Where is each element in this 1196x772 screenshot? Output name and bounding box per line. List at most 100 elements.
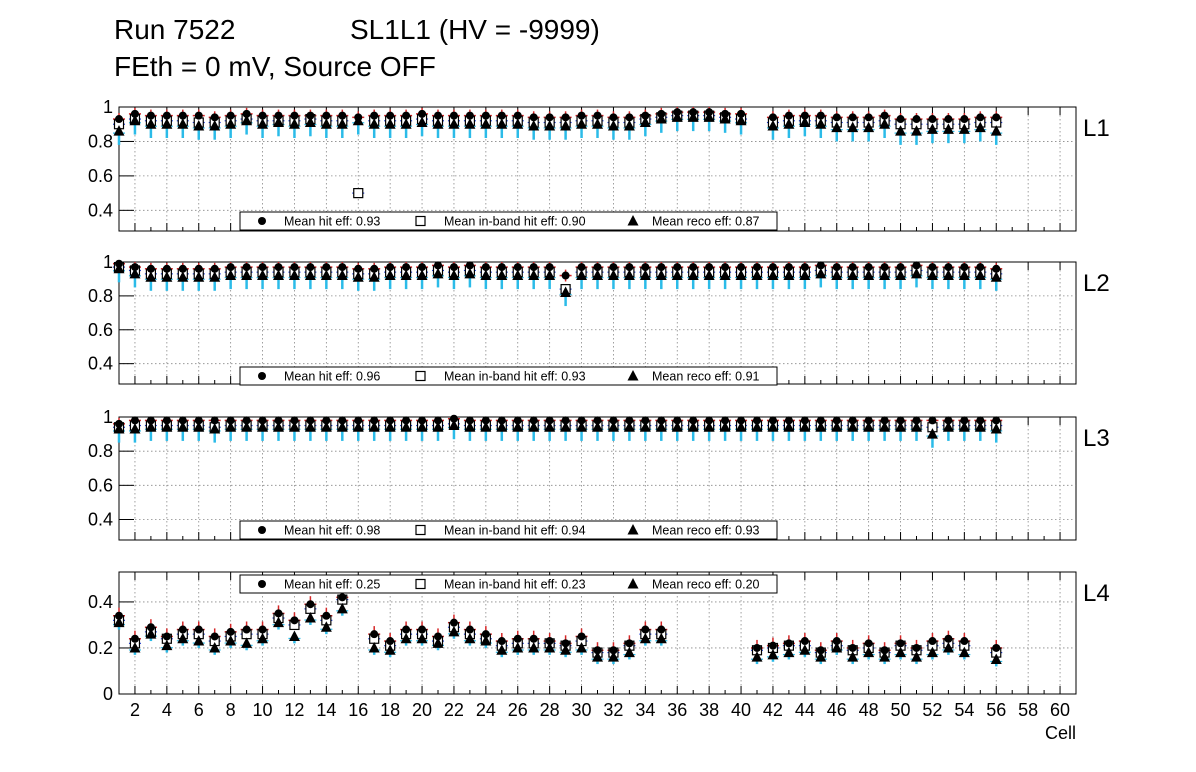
- hit-eff-marker: [545, 263, 554, 272]
- x-tick-label: 4: [162, 700, 172, 720]
- reco-eff-marker: [528, 119, 540, 131]
- reco-eff-marker: [161, 271, 173, 282]
- hit-eff-marker: [146, 111, 155, 120]
- hit-eff-marker: [513, 634, 522, 643]
- x-tick-label: 26: [508, 700, 528, 720]
- x-tick-label: 28: [540, 700, 560, 720]
- legend-inband-label: Mean in-band hit eff: 0.94: [444, 524, 586, 538]
- hit-eff-marker: [465, 261, 474, 270]
- reco-eff-marker: [209, 271, 221, 282]
- hit-eff-marker: [800, 111, 809, 120]
- legend-hit-label: Mean hit eff: 0.25: [284, 578, 380, 592]
- legend-inband-marker: [415, 370, 426, 382]
- legend-hit-label: Mean hit eff: 0.93: [284, 215, 380, 229]
- reco-eff-marker: [911, 125, 922, 136]
- hit-eff-marker: [434, 416, 442, 425]
- hit-eff-marker: [545, 637, 554, 646]
- hit-eff-marker: [577, 263, 586, 272]
- hit-eff-marker: [130, 109, 139, 118]
- hit-eff-marker: [848, 643, 857, 652]
- x-tick-label: 36: [667, 700, 687, 720]
- reco-eff-marker: [193, 421, 205, 432]
- hit-eff-marker: [178, 111, 187, 120]
- hit-eff-marker: [976, 263, 985, 272]
- reco-eff-marker: [879, 651, 891, 662]
- y-tick-label: 0.8: [88, 441, 113, 461]
- reco-eff-marker: [831, 421, 843, 432]
- hit-eff-marker: [657, 416, 666, 425]
- reco-eff-marker: [751, 651, 763, 662]
- reco-eff-marker: [384, 644, 396, 655]
- hit-eff-marker: [338, 263, 347, 272]
- panel-l2: 0.4 0.6 0.8 1 L2 Mean hit eff: 0.96 Mean in-ba…: [88, 252, 1110, 386]
- reco-eff-marker: [767, 269, 779, 281]
- hit-eff-marker: [322, 416, 331, 425]
- x-tick-label: 46: [827, 700, 847, 720]
- x-tick-label: 16: [348, 700, 368, 720]
- x-axis-label: Cell: [1045, 723, 1076, 743]
- hit-eff-marker: [657, 263, 666, 272]
- hit-eff-marker: [418, 109, 427, 118]
- y-tick-label: 0.8: [88, 131, 113, 151]
- reco-eff-marker: [592, 421, 603, 432]
- hit-eff-marker: [625, 416, 634, 425]
- hit-eff-marker: [896, 263, 905, 272]
- hit-eff-marker: [338, 416, 347, 425]
- hit-eff-marker: [338, 593, 347, 602]
- hit-eff-marker: [705, 416, 714, 425]
- y-tick-label: 1: [103, 97, 113, 117]
- hit-eff-marker: [561, 113, 570, 122]
- reco-eff-marker: [544, 269, 556, 281]
- reco-eff-marker: [368, 641, 380, 653]
- hit-eff-marker: [258, 263, 267, 272]
- y-tick-label: 0.8: [88, 286, 113, 306]
- hit-eff-marker: [242, 625, 251, 634]
- legend-box: [239, 211, 778, 231]
- hit-eff-marker: [625, 113, 634, 122]
- reco-eff-marker: [895, 125, 907, 136]
- panel-l3: 0.4 0.6 0.8 1 L3 Mean hit eff: 0.98 Mean in-ba…: [88, 407, 1110, 541]
- reco-eff-marker: [767, 119, 779, 131]
- x-tick-label: 20: [412, 700, 432, 720]
- hit-eff-marker: [274, 609, 283, 618]
- hit-eff-marker: [242, 416, 251, 425]
- reco-eff-marker: [177, 632, 189, 644]
- hit-eff-marker: [992, 113, 1001, 122]
- reco-eff-marker: [655, 113, 667, 124]
- hit-eff-marker: [848, 263, 857, 272]
- reco-eff-marker: [512, 641, 524, 653]
- reco-eff-marker: [464, 267, 476, 279]
- reco-eff-marker: [512, 269, 524, 281]
- hit-eff-marker: [194, 416, 203, 425]
- x-tick-label: 24: [476, 700, 496, 720]
- hit-eff-marker: [418, 263, 427, 272]
- reco-eff-marker: [384, 421, 396, 432]
- reco-eff-marker: [958, 269, 970, 281]
- reco-eff-marker: [384, 269, 396, 281]
- reco-eff-marker: [432, 118, 444, 129]
- reco-eff-marker: [815, 421, 827, 432]
- hit-eff-marker: [449, 414, 458, 423]
- hit-eff-marker: [434, 261, 442, 270]
- hit-eff-marker: [561, 271, 570, 280]
- reco-eff-marker: [145, 271, 157, 282]
- hit-eff-marker: [753, 643, 761, 652]
- hit-eff-marker: [434, 632, 442, 641]
- hit-eff-marker: [402, 263, 411, 272]
- reco-eff-marker: [735, 269, 747, 281]
- hit-eff-marker: [545, 113, 554, 122]
- hit-eff-marker: [657, 625, 666, 634]
- reco-eff-marker: [257, 269, 269, 281]
- y-tick-label: 1: [103, 407, 113, 427]
- reco-eff-marker: [400, 632, 412, 644]
- reco-eff-marker: [304, 421, 316, 432]
- hit-eff-marker: [609, 646, 618, 655]
- y-tick-label: 0.6: [88, 320, 113, 340]
- hit-eff-marker: [784, 263, 793, 272]
- hit-eff-marker: [386, 416, 395, 425]
- reco-eff-marker: [129, 422, 141, 434]
- hit-eff-marker: [434, 111, 442, 120]
- reco-eff-marker: [863, 269, 875, 281]
- legend-inband-marker: [415, 524, 426, 536]
- hit-eff-marker: [322, 611, 331, 620]
